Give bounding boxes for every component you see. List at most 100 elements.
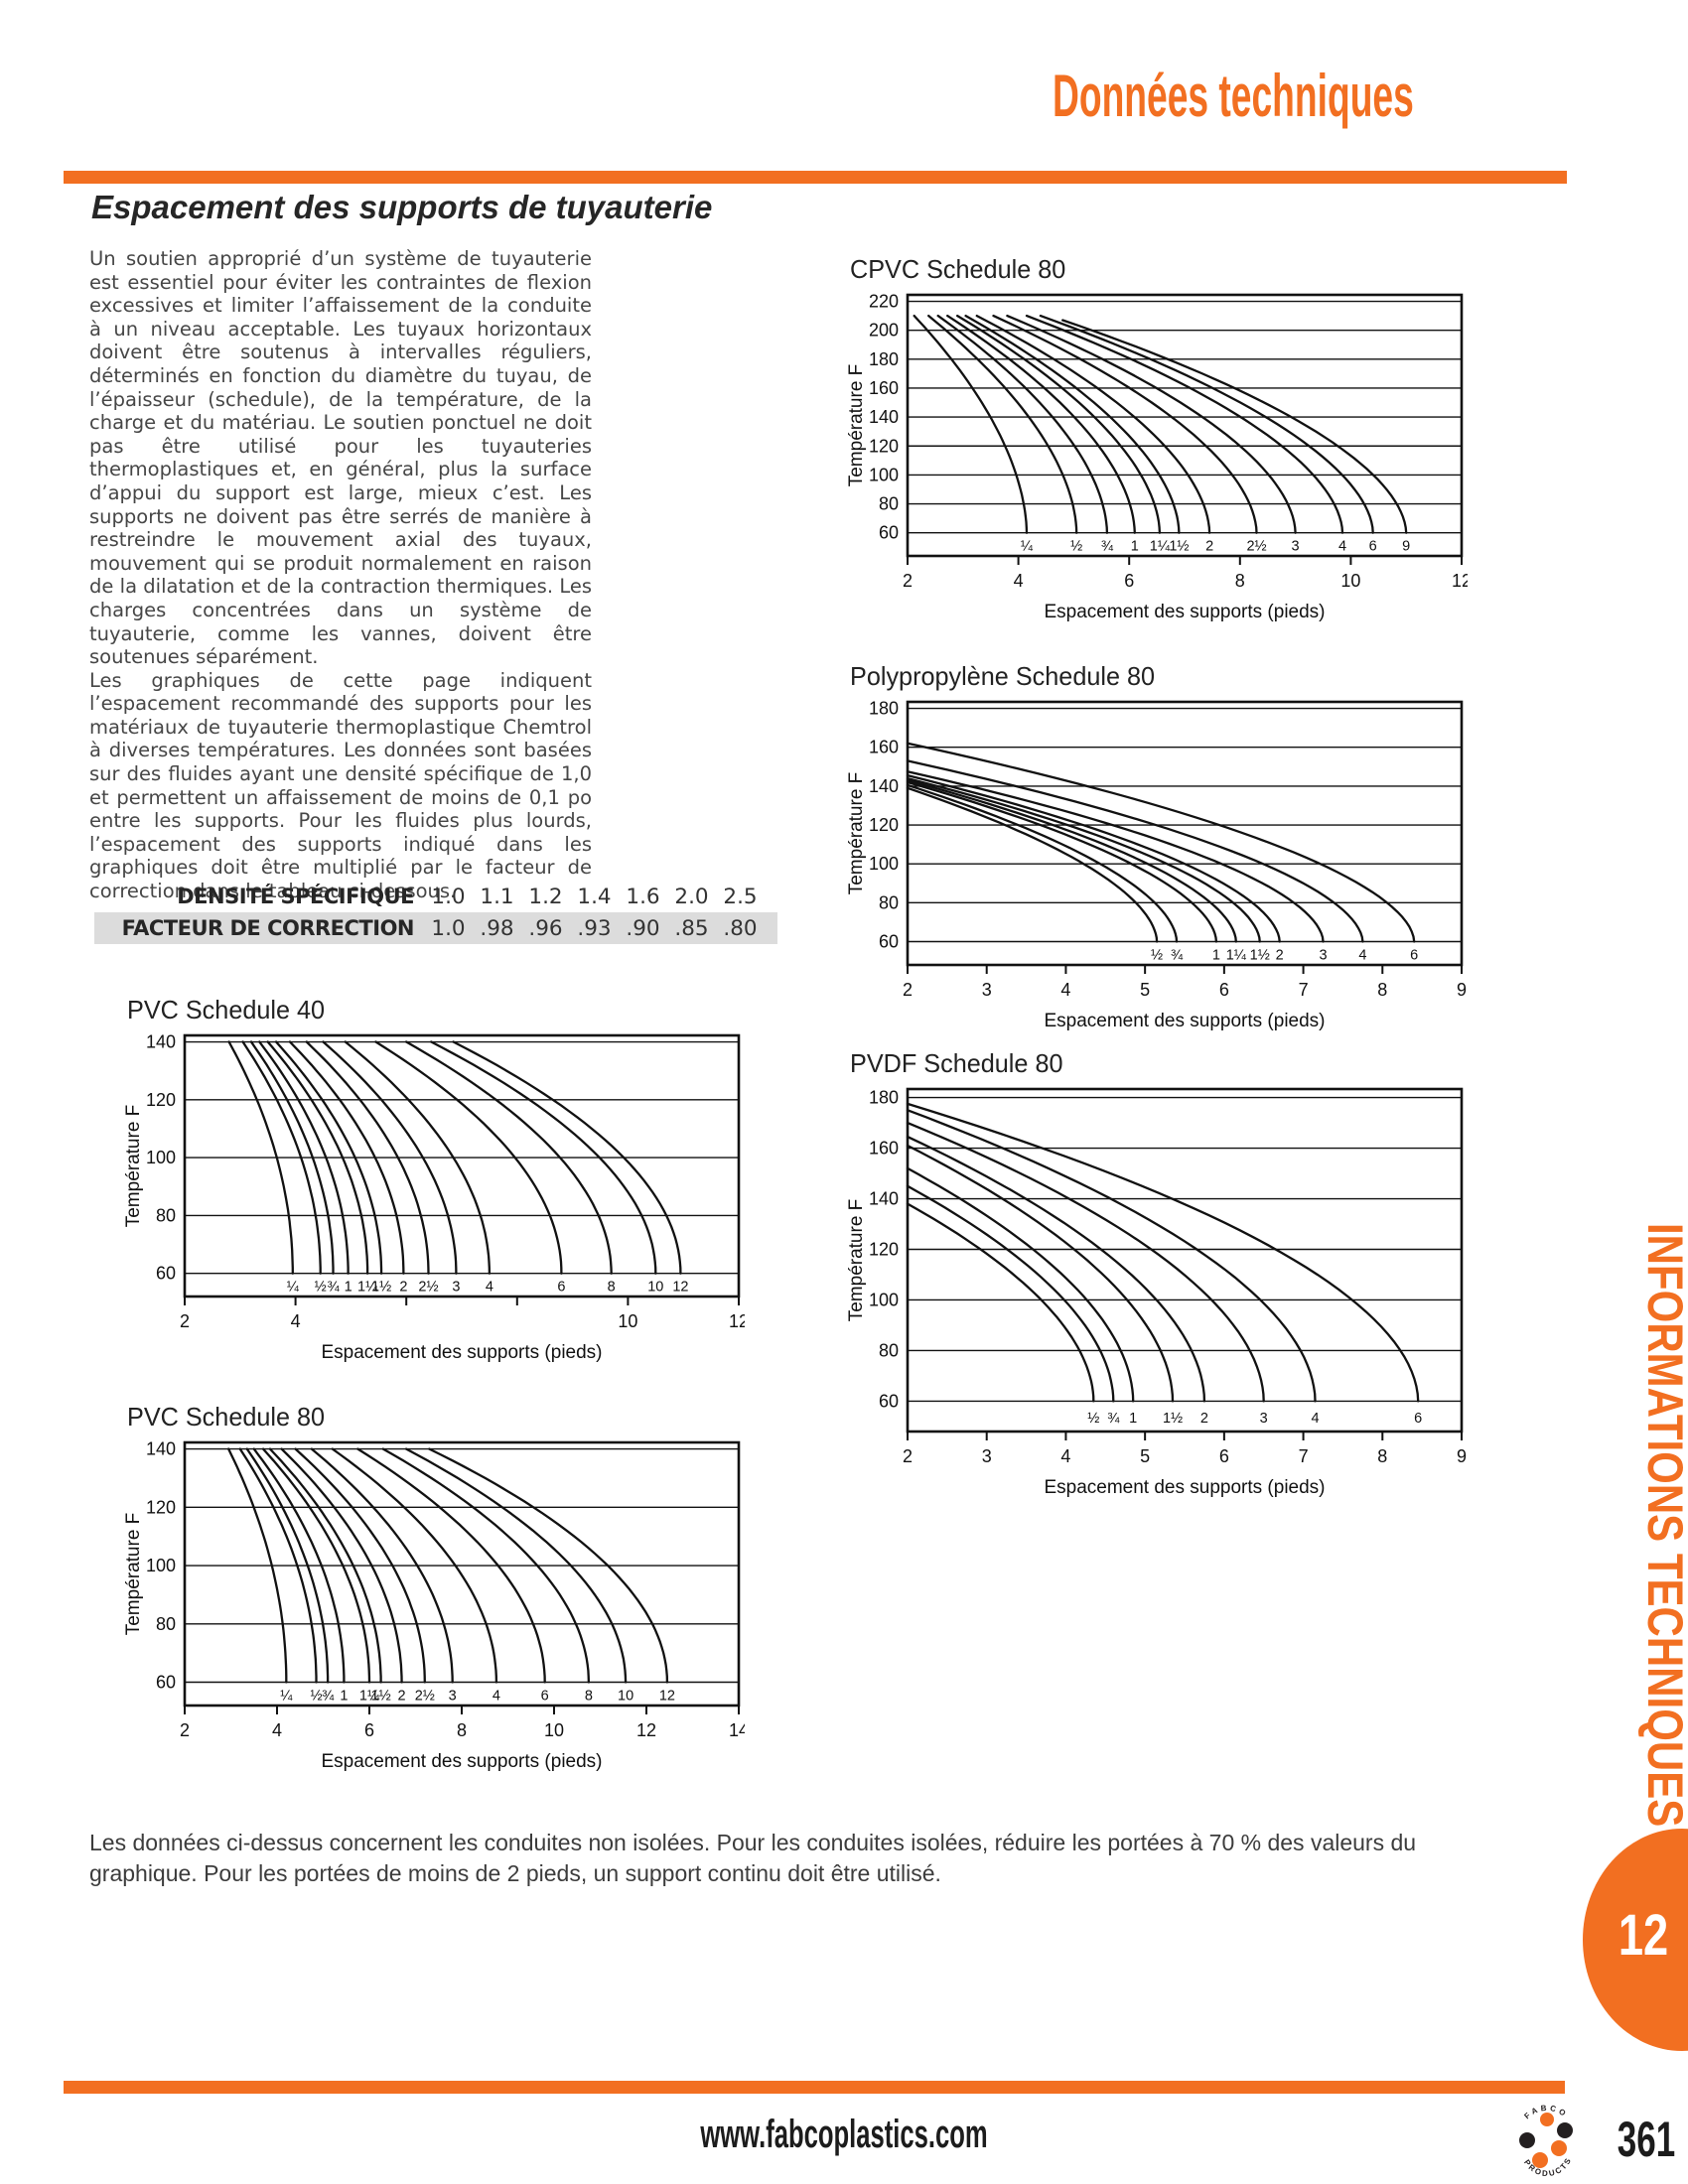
svg-text:3: 3 bbox=[1319, 947, 1327, 963]
svg-text:4: 4 bbox=[486, 1280, 493, 1296]
svg-text:Espacement des supports (pieds: Espacement des supports (pieds) bbox=[321, 1342, 602, 1363]
svg-text:Température F: Température F bbox=[846, 772, 867, 895]
svg-text:¾: ¾ bbox=[1107, 1411, 1120, 1427]
svg-text:12: 12 bbox=[729, 1311, 745, 1331]
svg-text:5: 5 bbox=[1140, 1446, 1150, 1466]
svg-text:1¼: 1¼ bbox=[1150, 539, 1171, 555]
svg-text:9: 9 bbox=[1457, 1446, 1467, 1466]
svg-text:160: 160 bbox=[869, 1139, 899, 1159]
svg-text:¾: ¾ bbox=[1171, 947, 1184, 963]
table-value-cell: 2.0 bbox=[674, 884, 709, 909]
svg-text:10: 10 bbox=[618, 1688, 633, 1704]
svg-text:100: 100 bbox=[146, 1148, 176, 1167]
table-row-label: DENSITÉ SPÉCIFIQUE bbox=[177, 885, 414, 908]
svg-text:8: 8 bbox=[1235, 571, 1245, 591]
intro-paragraph-1: Un soutien approprié d’un système de tuy… bbox=[89, 247, 592, 669]
svg-text:60: 60 bbox=[879, 932, 899, 952]
table-row-values: 1.0 .98 .96 .93 .90 .85 .80 bbox=[424, 916, 777, 941]
svg-text:1: 1 bbox=[1129, 1411, 1137, 1427]
svg-text:2: 2 bbox=[398, 1688, 406, 1704]
svg-text:220: 220 bbox=[869, 292, 899, 312]
svg-text:80: 80 bbox=[879, 1340, 899, 1360]
table-value-cell: .80 bbox=[723, 915, 758, 941]
svg-text:12: 12 bbox=[659, 1688, 675, 1704]
header-divider bbox=[64, 171, 1567, 184]
svg-text:½: ½ bbox=[315, 1280, 327, 1296]
svg-text:3: 3 bbox=[452, 1280, 460, 1296]
polypropylene-chart-canvas: 60 80 100 120 140 160 180 2 3 4 5 6 7 8 9 ½ ¾ 1 1¼ 1½ 2 3 4 6 Es… bbox=[846, 699, 1467, 1031]
chart-title: Polypropylène Schedule 80 bbox=[850, 661, 1156, 691]
svg-text:6: 6 bbox=[1124, 571, 1134, 591]
svg-text:¼: ¼ bbox=[280, 1688, 293, 1704]
intro-text-column: Un soutien approprié d’un système de tuy… bbox=[89, 247, 592, 903]
svg-text:½: ½ bbox=[1070, 539, 1082, 555]
svg-text:120: 120 bbox=[146, 1497, 176, 1517]
svg-text:4: 4 bbox=[1060, 980, 1070, 1000]
svg-text:140: 140 bbox=[146, 1439, 176, 1459]
svg-text:180: 180 bbox=[869, 699, 899, 719]
chart-title: PVDF Schedule 80 bbox=[850, 1048, 1063, 1078]
footer-website-link[interactable]: www.fabcoplastics.com bbox=[0, 2113, 1688, 2157]
chart-title: PVC Schedule 80 bbox=[127, 1402, 326, 1432]
svg-text:3: 3 bbox=[982, 980, 992, 1000]
cpvc-chart-canvas: 60 80 100 120 140 160 180 200 220 2 4 6 8 10 12 ¼ ½ ¾ 1 1¼ 1… bbox=[846, 292, 1468, 622]
svg-text:¾: ¾ bbox=[322, 1688, 335, 1704]
svg-text:1½: 1½ bbox=[1163, 1411, 1183, 1427]
svg-text:2: 2 bbox=[1205, 539, 1213, 555]
chart-polypropylene-schedule-80: Polypropylène Schedule 80 60 80 100 120 140 1… bbox=[846, 661, 1468, 1034]
svg-text:1: 1 bbox=[1212, 947, 1220, 963]
svg-text:4: 4 bbox=[1338, 539, 1346, 555]
svg-text:2: 2 bbox=[903, 571, 913, 591]
svg-text:120: 120 bbox=[869, 1239, 899, 1259]
chart-pvc-schedule-40: PVC Schedule 40 60 80 100 120 140 2 4 10 12 ¼ ½ ¾ 1 1… bbox=[123, 995, 745, 1366]
svg-text:2: 2 bbox=[180, 1311, 190, 1331]
svg-text:3: 3 bbox=[982, 1446, 992, 1466]
svg-text:4: 4 bbox=[1060, 1446, 1070, 1466]
svg-text:6: 6 bbox=[557, 1280, 565, 1296]
table-row: FACTEUR DE CORRECTION 1.0 .98 .96 .93 .90 .85… bbox=[94, 912, 777, 944]
chart-title: CPVC Schedule 80 bbox=[850, 254, 1066, 284]
svg-text:2½: 2½ bbox=[418, 1280, 438, 1296]
svg-text:Température F: Température F bbox=[123, 1105, 144, 1228]
svg-text:6: 6 bbox=[1414, 1411, 1422, 1427]
svg-text:10: 10 bbox=[1340, 571, 1360, 591]
page-number: 361 bbox=[1617, 2112, 1676, 2167]
svg-text:12: 12 bbox=[1452, 571, 1468, 591]
chart-title: PVC Schedule 40 bbox=[127, 995, 326, 1024]
chart-pvc-schedule-80: PVC Schedule 80 60 80 100 120 140 2 4 6 8 10 12 14 ¼… bbox=[123, 1402, 745, 1775]
svg-text:7: 7 bbox=[1299, 980, 1309, 1000]
svg-text:½: ½ bbox=[1087, 1411, 1099, 1427]
svg-text:9: 9 bbox=[1402, 539, 1410, 555]
svg-text:6: 6 bbox=[1410, 947, 1418, 963]
svg-text:80: 80 bbox=[879, 892, 899, 912]
svg-text:6: 6 bbox=[364, 1720, 374, 1740]
svg-text:¾: ¾ bbox=[327, 1280, 340, 1296]
pvdf-chart-canvas: 60 80 100 120 140 160 180 2 3 4 5 6 7 8 9 ½ ¾ 1 1½ 2 3 4 6 Espa… bbox=[846, 1088, 1467, 1498]
svg-text:8: 8 bbox=[1377, 1446, 1387, 1466]
svg-text:1¼: 1¼ bbox=[357, 1280, 378, 1296]
svg-text:160: 160 bbox=[869, 738, 899, 757]
svg-text:120: 120 bbox=[146, 1090, 176, 1110]
svg-text:10: 10 bbox=[618, 1311, 637, 1331]
svg-text:¼: ¼ bbox=[287, 1280, 300, 1296]
svg-text:8: 8 bbox=[1377, 980, 1387, 1000]
intro-paragraph-2: Les graphiques de cette page indiquent l… bbox=[89, 668, 592, 903]
svg-text:100: 100 bbox=[146, 1556, 176, 1575]
section-title: Espacement des supports de tuyauterie bbox=[91, 189, 713, 225]
svg-text:60: 60 bbox=[156, 1264, 176, 1284]
table-value-cell: .90 bbox=[626, 915, 660, 941]
svg-text:120: 120 bbox=[869, 436, 899, 456]
svg-text:¼: ¼ bbox=[1021, 539, 1034, 555]
svg-text:80: 80 bbox=[156, 1614, 176, 1634]
svg-text:4: 4 bbox=[291, 1311, 301, 1331]
svg-text:2: 2 bbox=[180, 1720, 190, 1740]
table-value-cell: .96 bbox=[528, 915, 563, 941]
table-value-cell: .98 bbox=[480, 915, 514, 941]
chart-cpvc-schedule-80: CPVC Schedule 80 60 80 100 120 140 160 180 200 2… bbox=[846, 254, 1468, 625]
footer-website-text: www.fabcoplastics.com bbox=[700, 2113, 988, 2156]
svg-text:12: 12 bbox=[672, 1280, 688, 1296]
svg-text:100: 100 bbox=[869, 1290, 899, 1309]
